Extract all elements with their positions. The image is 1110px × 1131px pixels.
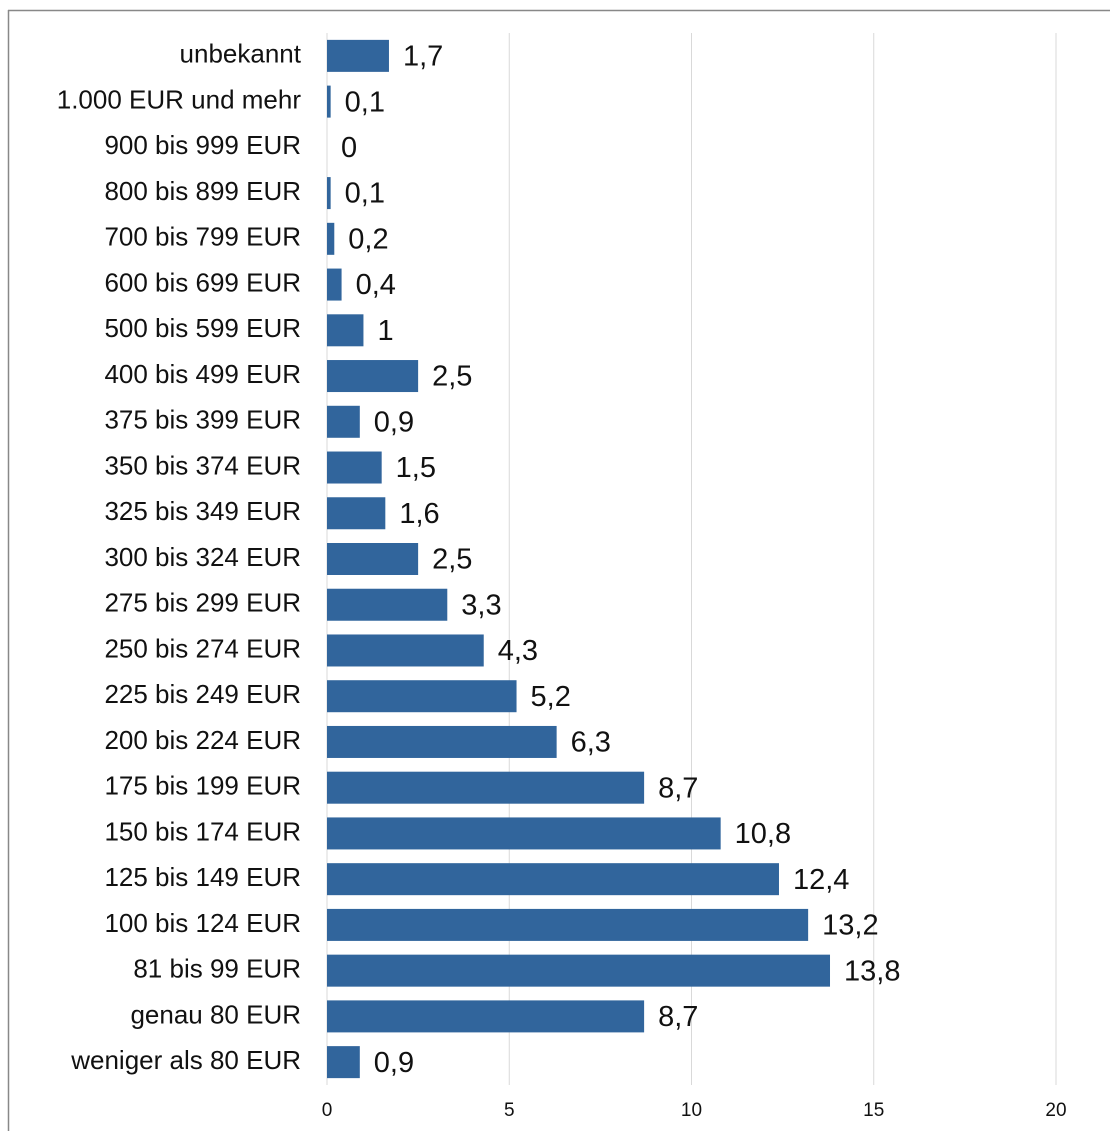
bar [327,771,645,804]
bar [327,222,335,255]
value-label: 0,4 [356,269,396,301]
value-label: 0,9 [374,406,414,438]
x-tick-label: 0 [322,1100,333,1121]
y-tick-label: 300 bis 324 EUR [104,542,301,572]
value-label: 0,1 [345,178,385,210]
value-label: 1,7 [403,41,443,73]
bar [327,588,448,621]
y-tick-label: 150 bis 174 EUR [104,816,301,846]
y-tick-label: 200 bis 224 EUR [104,725,301,755]
value-label: 3,3 [461,589,501,621]
bar [327,634,484,667]
y-tick-label: unbekannt [180,39,302,69]
value-label: 10,8 [735,818,791,850]
bar [327,360,419,393]
y-tick-label: genau 80 EUR [130,999,301,1029]
x-tick-label: 15 [863,1100,884,1121]
x-tick-label: 5 [504,1100,515,1121]
y-tick-label: weniger als 80 EUR [70,1045,301,1075]
bar [327,954,831,987]
bar [327,85,331,118]
value-label: 8,7 [658,772,698,804]
y-tick-label: 100 bis 124 EUR [104,908,301,938]
y-tick-label: 350 bis 374 EUR [104,450,301,480]
value-label: 0 [341,132,357,164]
value-label: 13,2 [822,910,878,942]
y-tick-label: 81 bis 99 EUR [133,954,301,984]
y-tick-label: 275 bis 299 EUR [104,588,301,618]
bar [327,543,419,575]
y-tick-label: 1.000 EUR und mehr [57,84,302,114]
bar [327,863,779,896]
value-label: 0,1 [345,86,385,118]
bar [327,817,721,850]
value-label: 6,3 [571,727,611,759]
value-label: 1,6 [399,498,439,530]
y-tick-label: 800 bis 899 EUR [104,176,301,206]
bar [327,405,360,438]
x-tick-label: 20 [1045,1100,1066,1121]
value-label: 0,2 [348,223,388,255]
y-tick-label: 700 bis 799 EUR [104,222,301,252]
y-tick-label: 225 bis 249 EUR [104,679,301,709]
value-label: 2,5 [432,361,472,393]
value-label: 12,4 [793,864,849,896]
bar [327,1046,360,1079]
value-label: 8,7 [658,1001,698,1033]
y-tick-label: 900 bis 999 EUR [104,130,301,160]
y-tick-label: 500 bis 599 EUR [104,313,301,343]
value-label: 4,3 [498,635,538,667]
y-tick-label: 375 bis 399 EUR [104,405,301,435]
y-tick-label: 400 bis 499 EUR [104,359,301,389]
bar [327,1000,645,1033]
y-tick-label: 250 bis 274 EUR [104,633,301,663]
bar [327,680,517,713]
y-tick-label: 125 bis 149 EUR [104,862,301,892]
value-label: 13,8 [844,955,900,987]
bar [327,314,364,347]
y-tick-label: 175 bis 199 EUR [104,771,301,801]
value-label: 1,5 [396,452,436,484]
bar [327,268,342,301]
value-label: 0,9 [374,1047,414,1079]
bar [327,451,382,484]
value-label: 5,2 [531,681,571,713]
value-label: 1 [377,315,393,347]
y-tick-label: 600 bis 699 EUR [104,267,301,297]
y-tick-label: 325 bis 349 EUR [104,496,301,526]
bar [327,39,389,72]
bar [327,497,386,530]
bar [327,908,809,941]
value-label: 2,5 [432,544,472,576]
x-tick-label: 10 [681,1100,702,1121]
bar [327,177,331,210]
bar [327,725,557,758]
